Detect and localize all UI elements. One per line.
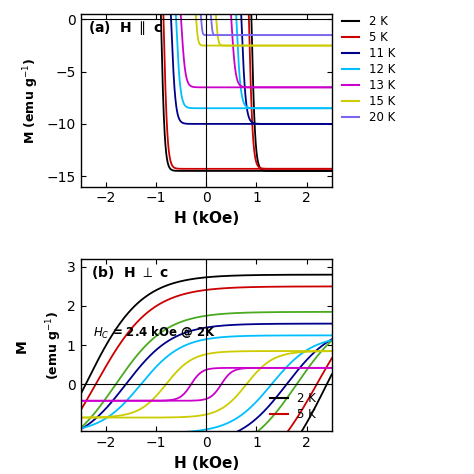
Y-axis label: (emu g$^{-1}$): (emu g$^{-1}$) [45, 310, 64, 380]
Legend: 2 K, 5 K, 11 K, 12 K, 13 K, 15 K, 20 K: 2 K, 5 K, 11 K, 12 K, 13 K, 15 K, 20 K [337, 11, 400, 129]
Text: (b)  H $\perp$ c: (b) H $\perp$ c [91, 264, 169, 281]
Legend: 2 K, 5 K: 2 K, 5 K [265, 387, 321, 426]
Text: (a)  H $\parallel$ c: (a) H $\parallel$ c [88, 19, 163, 37]
Text: M: M [14, 339, 28, 353]
Text: $H_C$ = 2.4 kOe @ 2K: $H_C$ = 2.4 kOe @ 2K [93, 325, 216, 341]
Y-axis label: M (emu g$^{-1}$): M (emu g$^{-1}$) [21, 57, 41, 144]
X-axis label: H (kOe): H (kOe) [173, 211, 239, 226]
X-axis label: H (kOe): H (kOe) [173, 456, 239, 471]
